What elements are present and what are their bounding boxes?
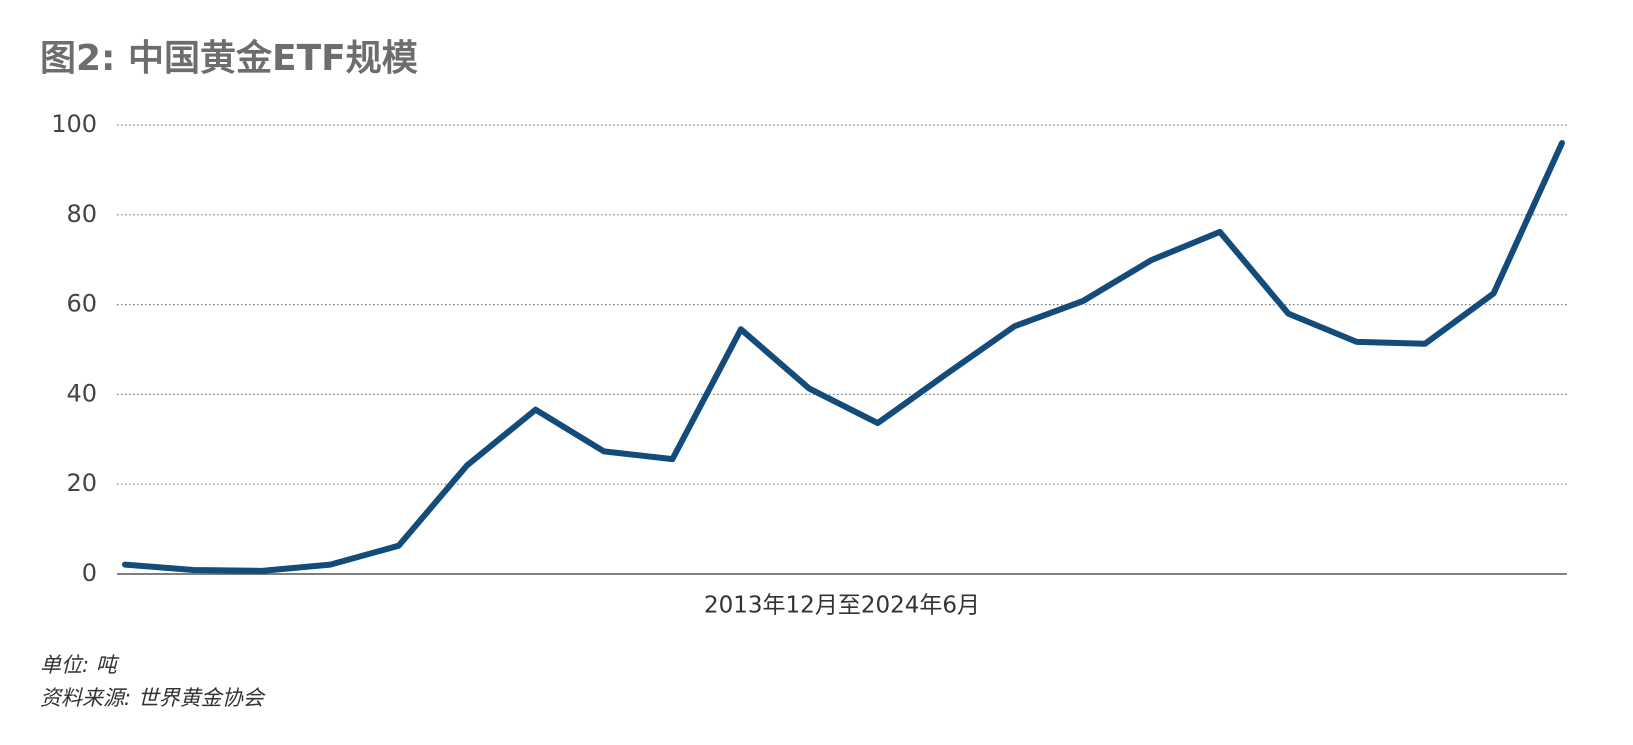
chart-title: 图2: 中国黄金ETF规模 bbox=[40, 37, 418, 79]
y-tick-label: 60 bbox=[66, 290, 97, 318]
y-tick-label: 20 bbox=[66, 469, 97, 497]
data-line bbox=[122, 140, 1565, 574]
y-tick-label: 0 bbox=[82, 559, 97, 587]
source-note: 资料来源: 世界黄金协会 bbox=[40, 686, 266, 710]
y-tick-label: 80 bbox=[66, 200, 97, 228]
y-tick-label: 100 bbox=[51, 110, 97, 138]
x-axis-label: 2013年12月至2024年6月 bbox=[704, 593, 980, 619]
y-tick-label: 40 bbox=[66, 379, 97, 407]
unit-note: 单位: 吨 bbox=[40, 653, 120, 677]
